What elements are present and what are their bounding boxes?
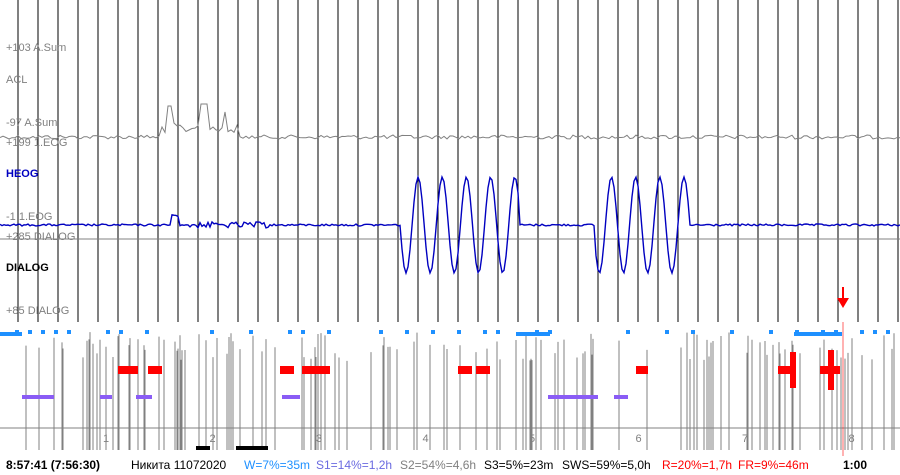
wake-mark [28,330,32,334]
rem-bar [118,366,138,374]
acl-label: ACL [6,74,27,86]
status-s1: S1=14%=1,2h [316,458,393,472]
wake-bar [794,332,842,336]
hour-tick-label: 6 [635,433,641,445]
hour-tick-label: 5 [529,433,535,445]
rem-bar [302,366,330,374]
dialog-scale-top: +285 DIALOG [6,231,75,243]
wake-mark [327,330,331,334]
wake-mark [405,330,409,334]
dialog-label: DIALOG [6,262,49,274]
hour-axis: 1 2 3 4 5 6 7 8 [0,427,900,445]
hour-tick-label: 4 [422,433,428,445]
s1-bar [548,395,598,399]
wake-mark [379,330,383,334]
hour-tick-label: 3 [316,433,322,445]
status-w: W=7%=35m [244,458,311,472]
wake-mark [67,330,71,334]
wake-mark [860,330,864,334]
red-down-arrow-icon[interactable] [835,287,851,309]
wake-mark [626,330,630,334]
hour-tick-label: 2 [209,433,215,445]
s1-bar [136,395,152,399]
s1-bar [282,395,300,399]
dialog-scale-bottom: +85 DIALOG [6,305,69,317]
signal-panel[interactable]: +103 A.Sum ACL -97 A.Sum +199 1.EOG HEOG… [0,0,900,322]
acl-scale-bottom: -97 A.Sum [6,117,57,129]
hypnogram-panel[interactable]: 1 2 3 4 5 6 7 8 [0,322,900,456]
status-time: 8:57:41 (7:56:30) [6,458,101,472]
status-sws: SWS=59%=5,0h [562,458,651,472]
rem-bar [148,366,162,374]
wake-mark [41,330,45,334]
wake-mark [457,330,461,334]
status-s2: S2=54%=4,6h [400,458,477,472]
wake-mark [730,330,734,334]
vertical-gridlines [17,0,899,322]
s3-bar [196,446,210,450]
hour-tick-label: 8 [848,433,854,445]
status-r: R=20%=1,7h [662,458,733,472]
wake-mark [119,330,123,334]
rem-bar [458,366,472,374]
s1-bar [100,395,112,399]
signal-traces: +103 A.Sum ACL -97 A.Sum +199 1.EOG HEOG… [0,0,900,322]
hour-tick-label: 1 [103,433,109,445]
status-clock: 1:00 [843,458,868,472]
hypnogram-lines [0,330,895,450]
rem-spike [828,350,834,390]
wake-bar [0,332,22,336]
heog-trace [0,174,900,276]
rem-bar [778,366,790,374]
wake-mark [288,330,292,334]
heog-scale-top: +199 1.EOG [6,137,67,149]
wake-mark [54,330,58,334]
wake-mark [301,330,305,334]
rem-bar [280,366,294,374]
acl-trace [0,103,900,140]
acl-scale-top: +103 A.Sum [6,42,66,54]
heog-label: HEOG [6,168,38,180]
s1-bar [614,395,628,399]
wake-mark [873,330,877,334]
wake-mark [249,330,253,334]
wake-mark [210,330,214,334]
status-bar: 8:57:41 (7:56:30) Никита 11072020 W=7%=3… [0,456,900,475]
rem-spike [790,352,796,388]
wake-mark [106,330,110,334]
s1-bar [22,395,54,399]
wake-mark [886,330,890,334]
status-fr: FR=9%=46m [738,458,809,472]
wake-mark [691,330,695,334]
status-record: Никита 11072020 [131,458,227,472]
rem-bar [476,366,490,374]
wake-mark [496,330,500,334]
wake-mark [431,330,435,334]
hour-tick-label: 7 [742,433,748,445]
wake-mark [769,330,773,334]
wake-mark [665,330,669,334]
hypnogram: 1 2 3 4 5 6 7 8 [0,322,900,456]
status-s3: S3=5%=23m [484,458,554,472]
s3-bar [236,446,268,450]
heog-scale-bottom: -1 1.EOG [6,211,52,223]
wake-bar [516,332,550,336]
rem-bar [636,366,648,374]
wake-mark [145,330,149,334]
wake-mark [483,330,487,334]
